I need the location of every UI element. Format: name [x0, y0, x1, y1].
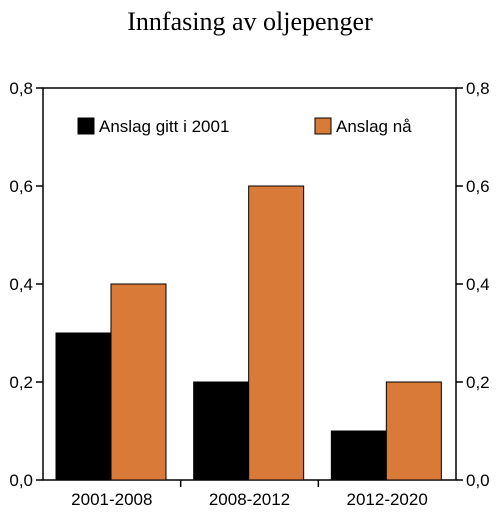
x-category-label: 2012-2020: [347, 490, 428, 509]
y-tick-label-right: 0,0: [466, 471, 490, 490]
bar-anslag-gitt-i-2001-2008-2012: [193, 381, 250, 481]
bar-anslag-na-2008-2012: [248, 185, 305, 481]
y-tick-label-right: 0,2: [466, 373, 490, 392]
y-tick-label-left: 0,6: [9, 177, 33, 196]
bar-anslag-gitt-i-2001-2012-2020: [330, 430, 387, 481]
bar-anslag-na-2012-2020: [385, 381, 442, 481]
x-category-label: 2008-2012: [209, 490, 290, 509]
legend-swatch: [77, 117, 95, 135]
legend-swatch: [314, 117, 332, 135]
bar-anslag-gitt-i-2001-2001-2008: [55, 332, 112, 481]
y-tick-label-left: 0,0: [9, 471, 33, 490]
chart-title: Innfasing av oljepenger: [127, 7, 373, 36]
x-category-label: 2001-2008: [71, 490, 152, 509]
y-tick-label-left: 0,2: [9, 373, 33, 392]
legend-label: Anslag nå: [336, 117, 412, 136]
bar-anslag-na-2001-2008: [110, 283, 167, 481]
y-tick-label-right: 0,8: [466, 79, 490, 98]
y-tick-label-left: 0,8: [9, 79, 33, 98]
y-tick-label-right: 0,4: [466, 275, 490, 294]
y-tick-label-left: 0,4: [9, 275, 33, 294]
legend-label: Anslag gitt i 2001: [99, 117, 229, 136]
y-tick-label-right: 0,6: [466, 177, 490, 196]
